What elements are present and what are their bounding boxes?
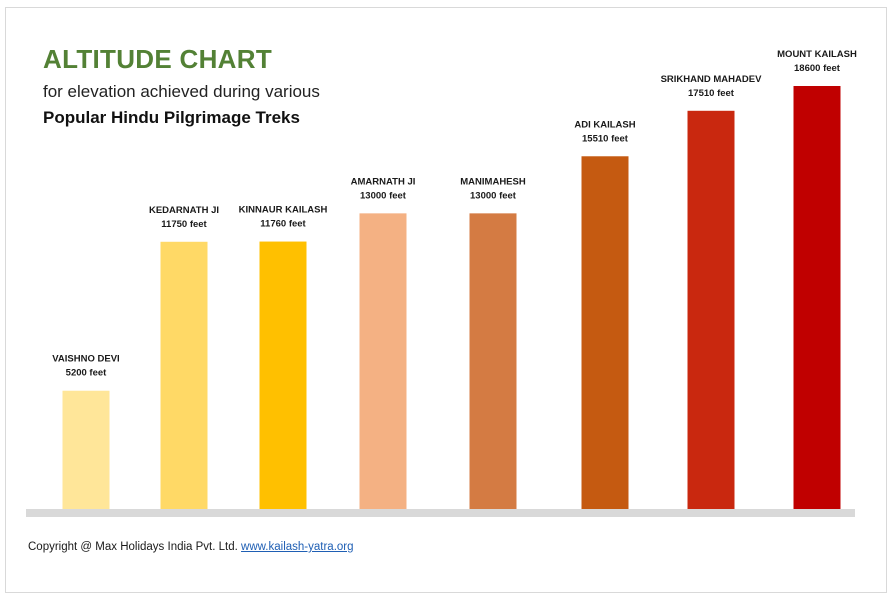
bar-category-label: KEDARNATH JI — [149, 205, 219, 216]
bar-amarnath-ji — [359, 213, 407, 509]
bar-category-label: MOUNT KAILASH — [777, 49, 857, 60]
bar-kinnaur-kailash — [259, 241, 307, 509]
bar-value-label: 18600 feet — [794, 63, 841, 74]
chart-subtitle-bold: Popular Hindu Pilgrimage Treks — [43, 108, 300, 127]
website-link[interactable]: www.kailash-yatra.org — [241, 541, 354, 553]
bar-vaishno-devi — [62, 390, 110, 509]
bar-value-label: 15510 feet — [582, 133, 629, 144]
chart-subtitle: for elevation achieved during various — [43, 82, 320, 101]
bar-value-label: 17510 feet — [688, 88, 735, 99]
bar-category-label: MANIMAHESH — [460, 176, 526, 187]
bar-mount-kailash — [793, 86, 841, 509]
chart-title: ALTITUDE CHART — [43, 44, 273, 74]
footer: Copyright @ Max Holidays India Pvt. Ltd.… — [28, 541, 354, 553]
bar-category-label: AMARNATH JI — [351, 176, 416, 187]
bar-adi-kailash — [581, 156, 629, 509]
bar-category-label: KINNAUR KAILASH — [239, 205, 328, 216]
bar-category-label: VAISHNO DEVI — [52, 354, 119, 365]
bar-category-label: ADI KAILASH — [574, 119, 635, 130]
bar-category-label: SRIKHAND MAHADEV — [661, 74, 762, 85]
bar-manimahesh — [469, 213, 517, 509]
bar-srikhand-mahadev — [687, 110, 735, 510]
copyright-text: Copyright @ Max Holidays India Pvt. Ltd. — [28, 541, 238, 553]
bar-kedarnath-ji — [160, 241, 208, 509]
bar-value-label: 11750 feet — [161, 219, 207, 230]
chart-baseline — [26, 509, 855, 517]
chart-frame — [5, 7, 887, 593]
bar-value-label: 13000 feet — [360, 190, 407, 201]
bar-value-label: 5200 feet — [66, 368, 108, 379]
bar-value-label: 13000 feet — [470, 190, 517, 201]
bar-value-label: 11760 feet — [260, 219, 306, 230]
